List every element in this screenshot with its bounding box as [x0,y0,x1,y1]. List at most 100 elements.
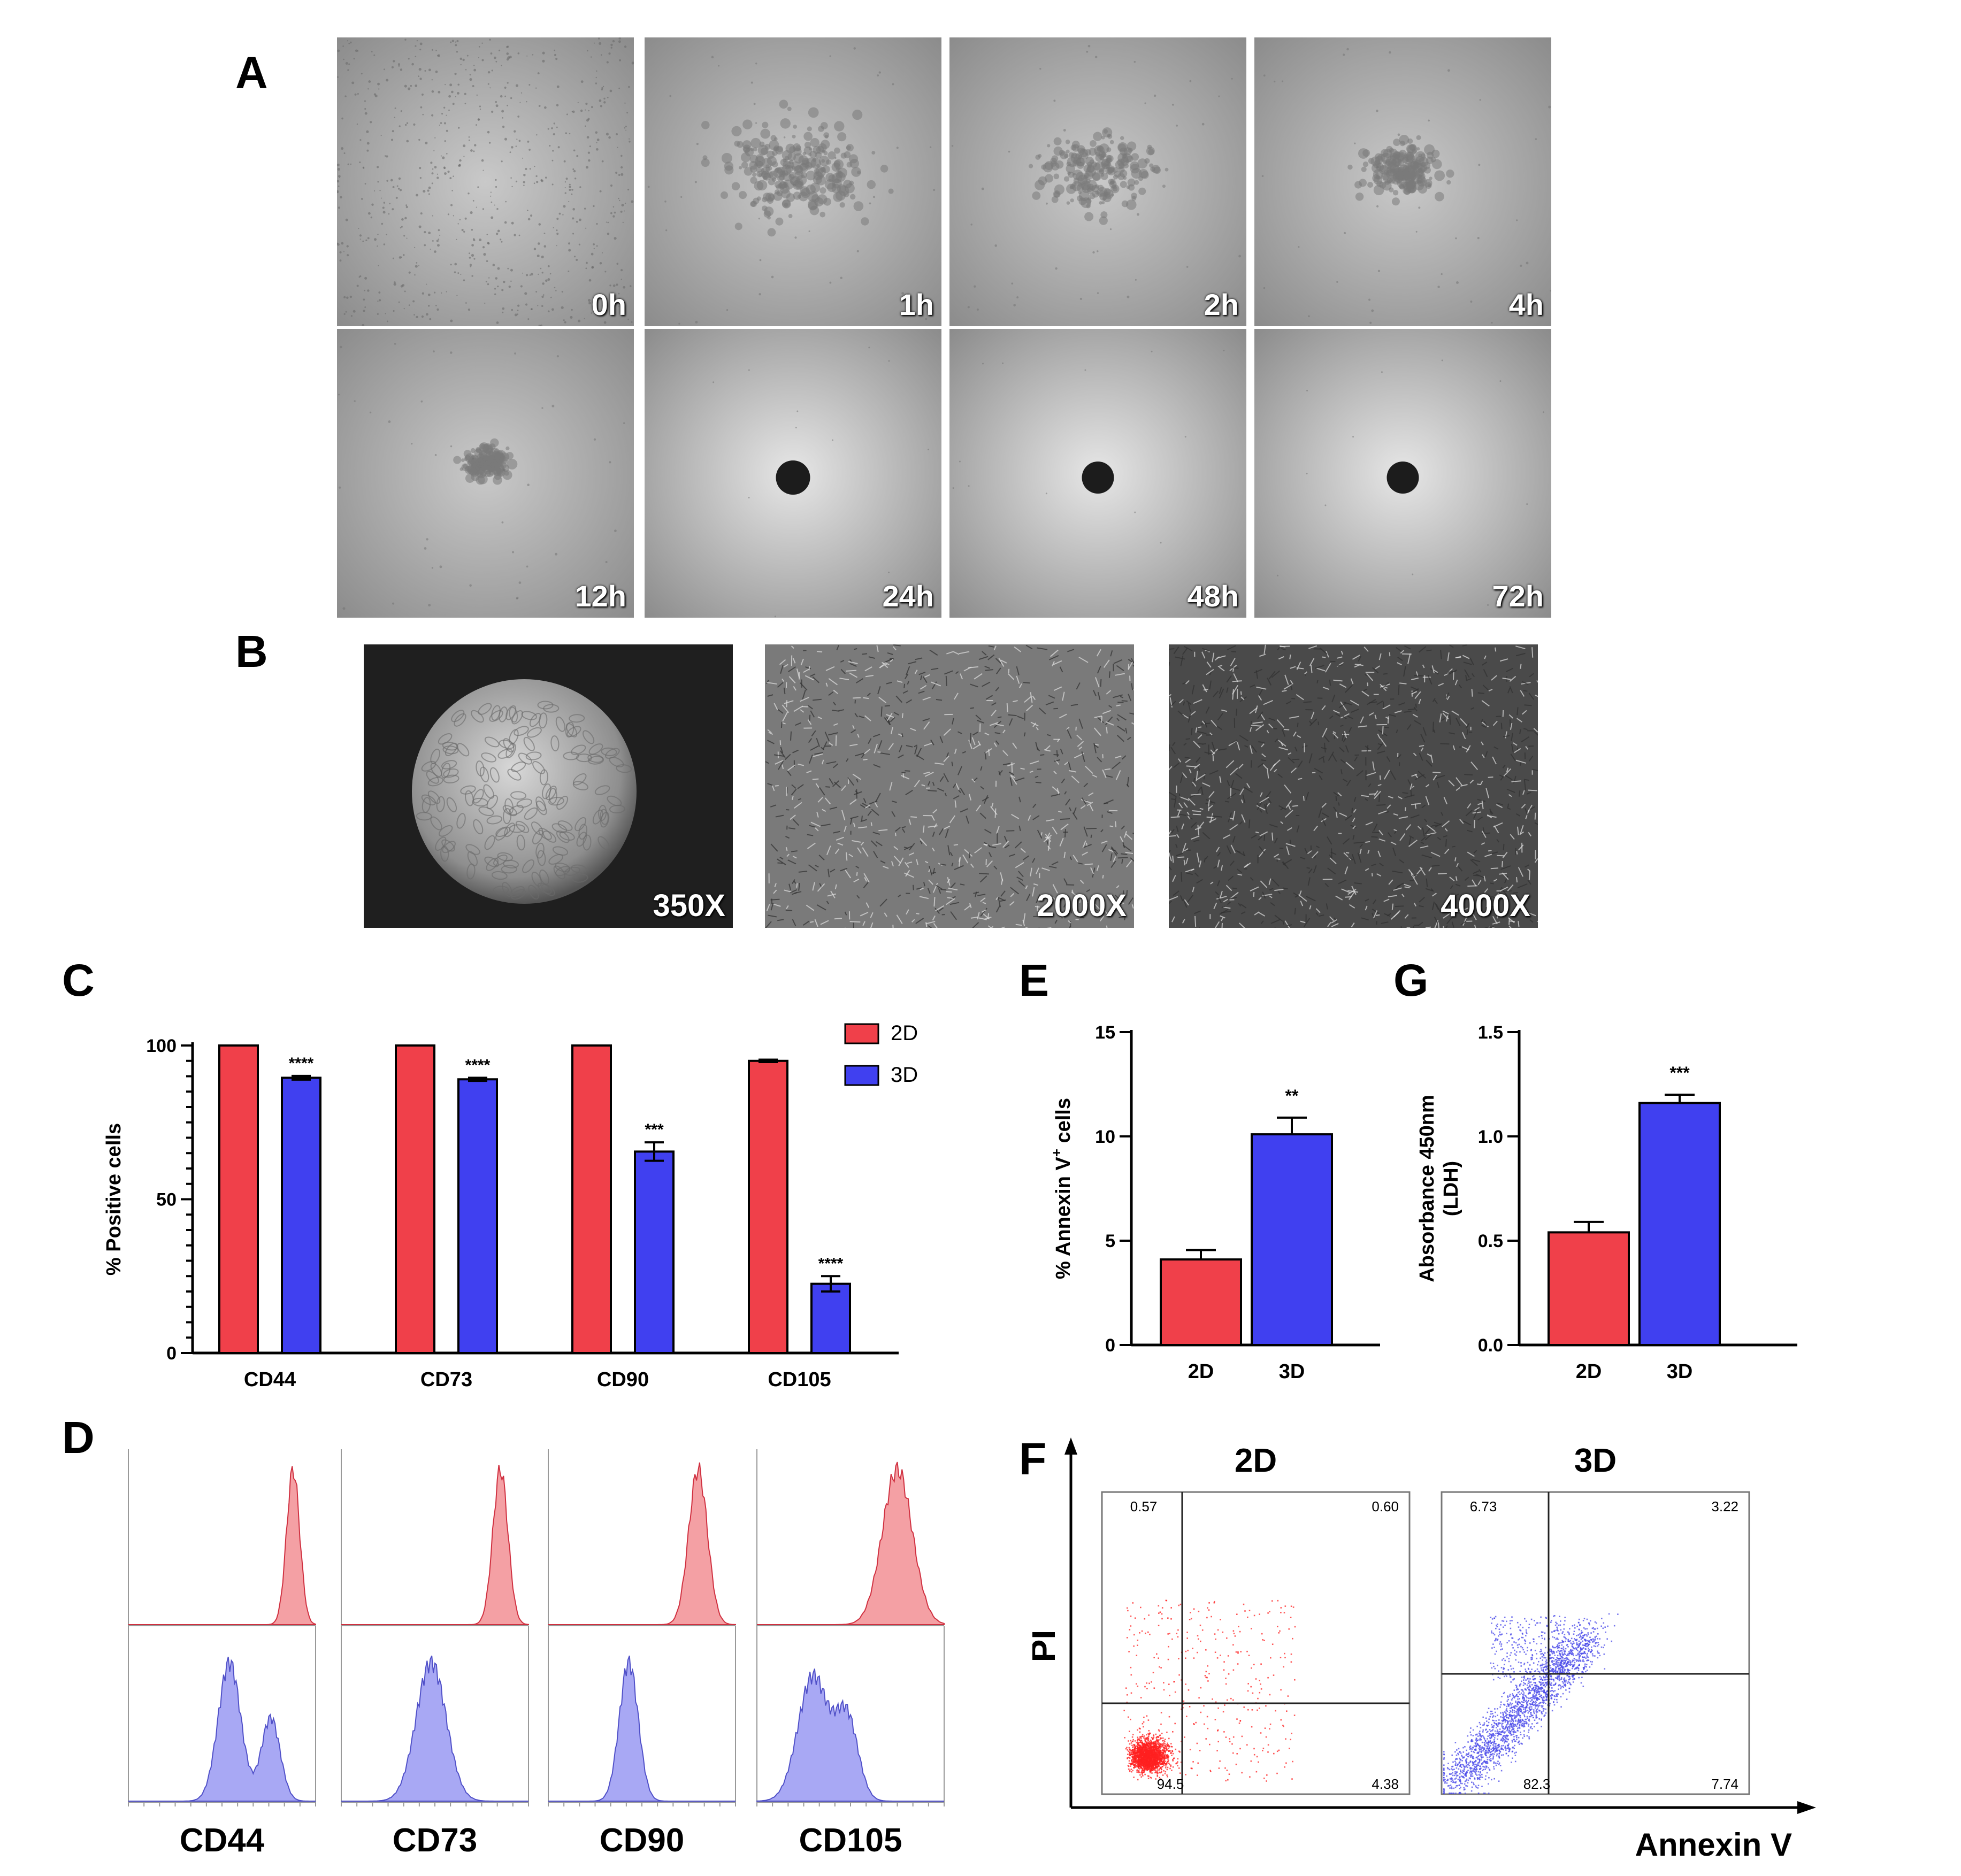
quadrant-value: 6.73 [1470,1498,1497,1514]
magnification-label: 2000X [1037,888,1127,923]
sem-image [364,644,733,928]
bar-2D [1548,1231,1630,1346]
timepoint-label: 2h [1204,288,1239,321]
bar-2D-CD105 [748,1059,788,1354]
marker-label: CD105 [799,1822,902,1859]
legend-swatch [844,1023,879,1044]
histogram-2d-CD90 [548,1462,736,1625]
microscopy-image [949,329,1246,618]
legend-swatch [844,1065,879,1086]
histogram-3d-CD44 [128,1656,316,1802]
x-tick-label: CD44 [244,1368,296,1391]
bar-3D-CD73 [457,1078,498,1354]
sem-tile: 4000X [1169,644,1538,928]
bar-2D-CD73 [395,1044,435,1354]
spheroid [1082,462,1114,494]
chart-d-histograms: CD44 CD73 CD90 CD105 [128,1449,945,1859]
panel-letter-g: G [1393,955,1429,1005]
y-tick-label: 0 [166,1343,177,1364]
timelapse-tile: 24h [645,329,941,618]
microscopy-image [337,329,634,618]
y-tick-label: 1.5 [1478,1022,1503,1043]
y-tick-label: 0 [1105,1335,1115,1356]
y-tick-label: 1.0 [1478,1127,1503,1147]
legend-label: 2D [891,1021,918,1045]
scatter-title: 2D [1235,1442,1277,1479]
quadrant-value: 4.38 [1372,1776,1399,1792]
x-tick-label: 3D [1667,1360,1693,1383]
histogram-2d-CD73 [341,1464,529,1625]
significance-label: **** [818,1255,844,1272]
microscopy-image [949,37,1246,326]
significance-label: *** [1669,1063,1690,1082]
microscopy-image [645,329,941,618]
y-axis-label: Absorbance 450nm [1416,1095,1438,1282]
y-axis-label: (LDH) [1440,1161,1462,1216]
y-axis-label: PI [1032,1630,1062,1662]
quadrant-value: 82.3 [1523,1776,1551,1792]
tile-background [337,37,634,326]
quadrant-value: 3.22 [1711,1498,1738,1514]
x-tick-label: CD90 [597,1368,649,1391]
tile-background [949,37,1246,326]
panel-letter-d: D [62,1412,95,1463]
timelapse-tile: 0h [337,37,634,326]
spheroid-sem [412,679,637,904]
scatter-plot-2D [1101,1491,1411,1795]
bar-3D-CD105 [810,1282,851,1354]
magnification-label: 350X [653,888,725,923]
timepoint-label: 4h [1508,288,1544,321]
bar-3D-CD90 [634,1150,675,1354]
timepoint-label: 0h [591,288,626,321]
panel-letter-b: B [235,626,268,676]
sem-tile: 350X [364,644,733,928]
marker-label: CD90 [600,1822,685,1859]
bar-3D [1251,1133,1333,1346]
significance-label: **** [465,1056,491,1074]
bar-2D [1160,1258,1242,1346]
magnification-label: 4000X [1441,888,1530,923]
microscopy-image [645,37,941,326]
timepoint-label: 48h [1187,579,1239,613]
x-tick-label: CD73 [420,1368,472,1391]
timepoint-label: 1h [899,288,934,321]
marker-label: CD44 [180,1822,265,1859]
x-tick-label: CD105 [768,1368,831,1391]
y-tick-label: 100 [146,1036,177,1056]
y-tick-label: 5 [1105,1231,1115,1251]
timelapse-tile: 72h [1254,329,1551,618]
significance-label: *** [645,1121,663,1139]
x-tick-label: 3D [1279,1360,1305,1383]
timelapse-tile: 2h [949,37,1246,326]
quadrant-value: 0.60 [1372,1498,1399,1514]
chart-f-flow: PI Annexin V 2D 0.57 0.60 94.5 4.38 3D 6.73 3.22 8… [1032,1437,1816,1863]
chart-c: 0 50 100 % Positive cells **** CD44 **** CD73 **… [103,1021,918,1391]
y-tick-label: 0.5 [1478,1231,1503,1251]
timepoint-label: 24h [882,579,934,613]
spheroid [1387,462,1419,494]
quadrant-value: 94.5 [1157,1776,1184,1792]
histogram-2d-CD44 [128,1466,316,1625]
microscopy-image [1254,37,1551,326]
y-tick-label: 10 [1095,1127,1115,1147]
histogram-2d-CD105 [757,1462,945,1625]
scatter-plot-3D [1441,1491,1750,1795]
panel-letter-e: E [1019,955,1050,1005]
timepoint-label: 12h [574,579,627,613]
quadrant-value: 7.74 [1711,1776,1738,1792]
microscopy-image [337,37,634,326]
histogram-3d-CD90 [548,1655,736,1802]
bar-2D-CD90 [571,1044,612,1354]
x-axis-label: Annexin V [1635,1827,1792,1863]
y-axis-label: % Positive cells [103,1123,125,1275]
bar-3D-CD44 [281,1077,321,1354]
y-tick-label: 50 [156,1190,177,1210]
panel-letter-c: C [62,955,95,1005]
histogram-3d-CD73 [341,1655,528,1802]
timelapse-tile: 1h [645,37,941,326]
x-tick-label: 2D [1188,1360,1214,1383]
sem-tile: 2000X [765,644,1134,928]
microscopy-image [1254,329,1551,618]
significance-label: ** [1285,1086,1299,1105]
